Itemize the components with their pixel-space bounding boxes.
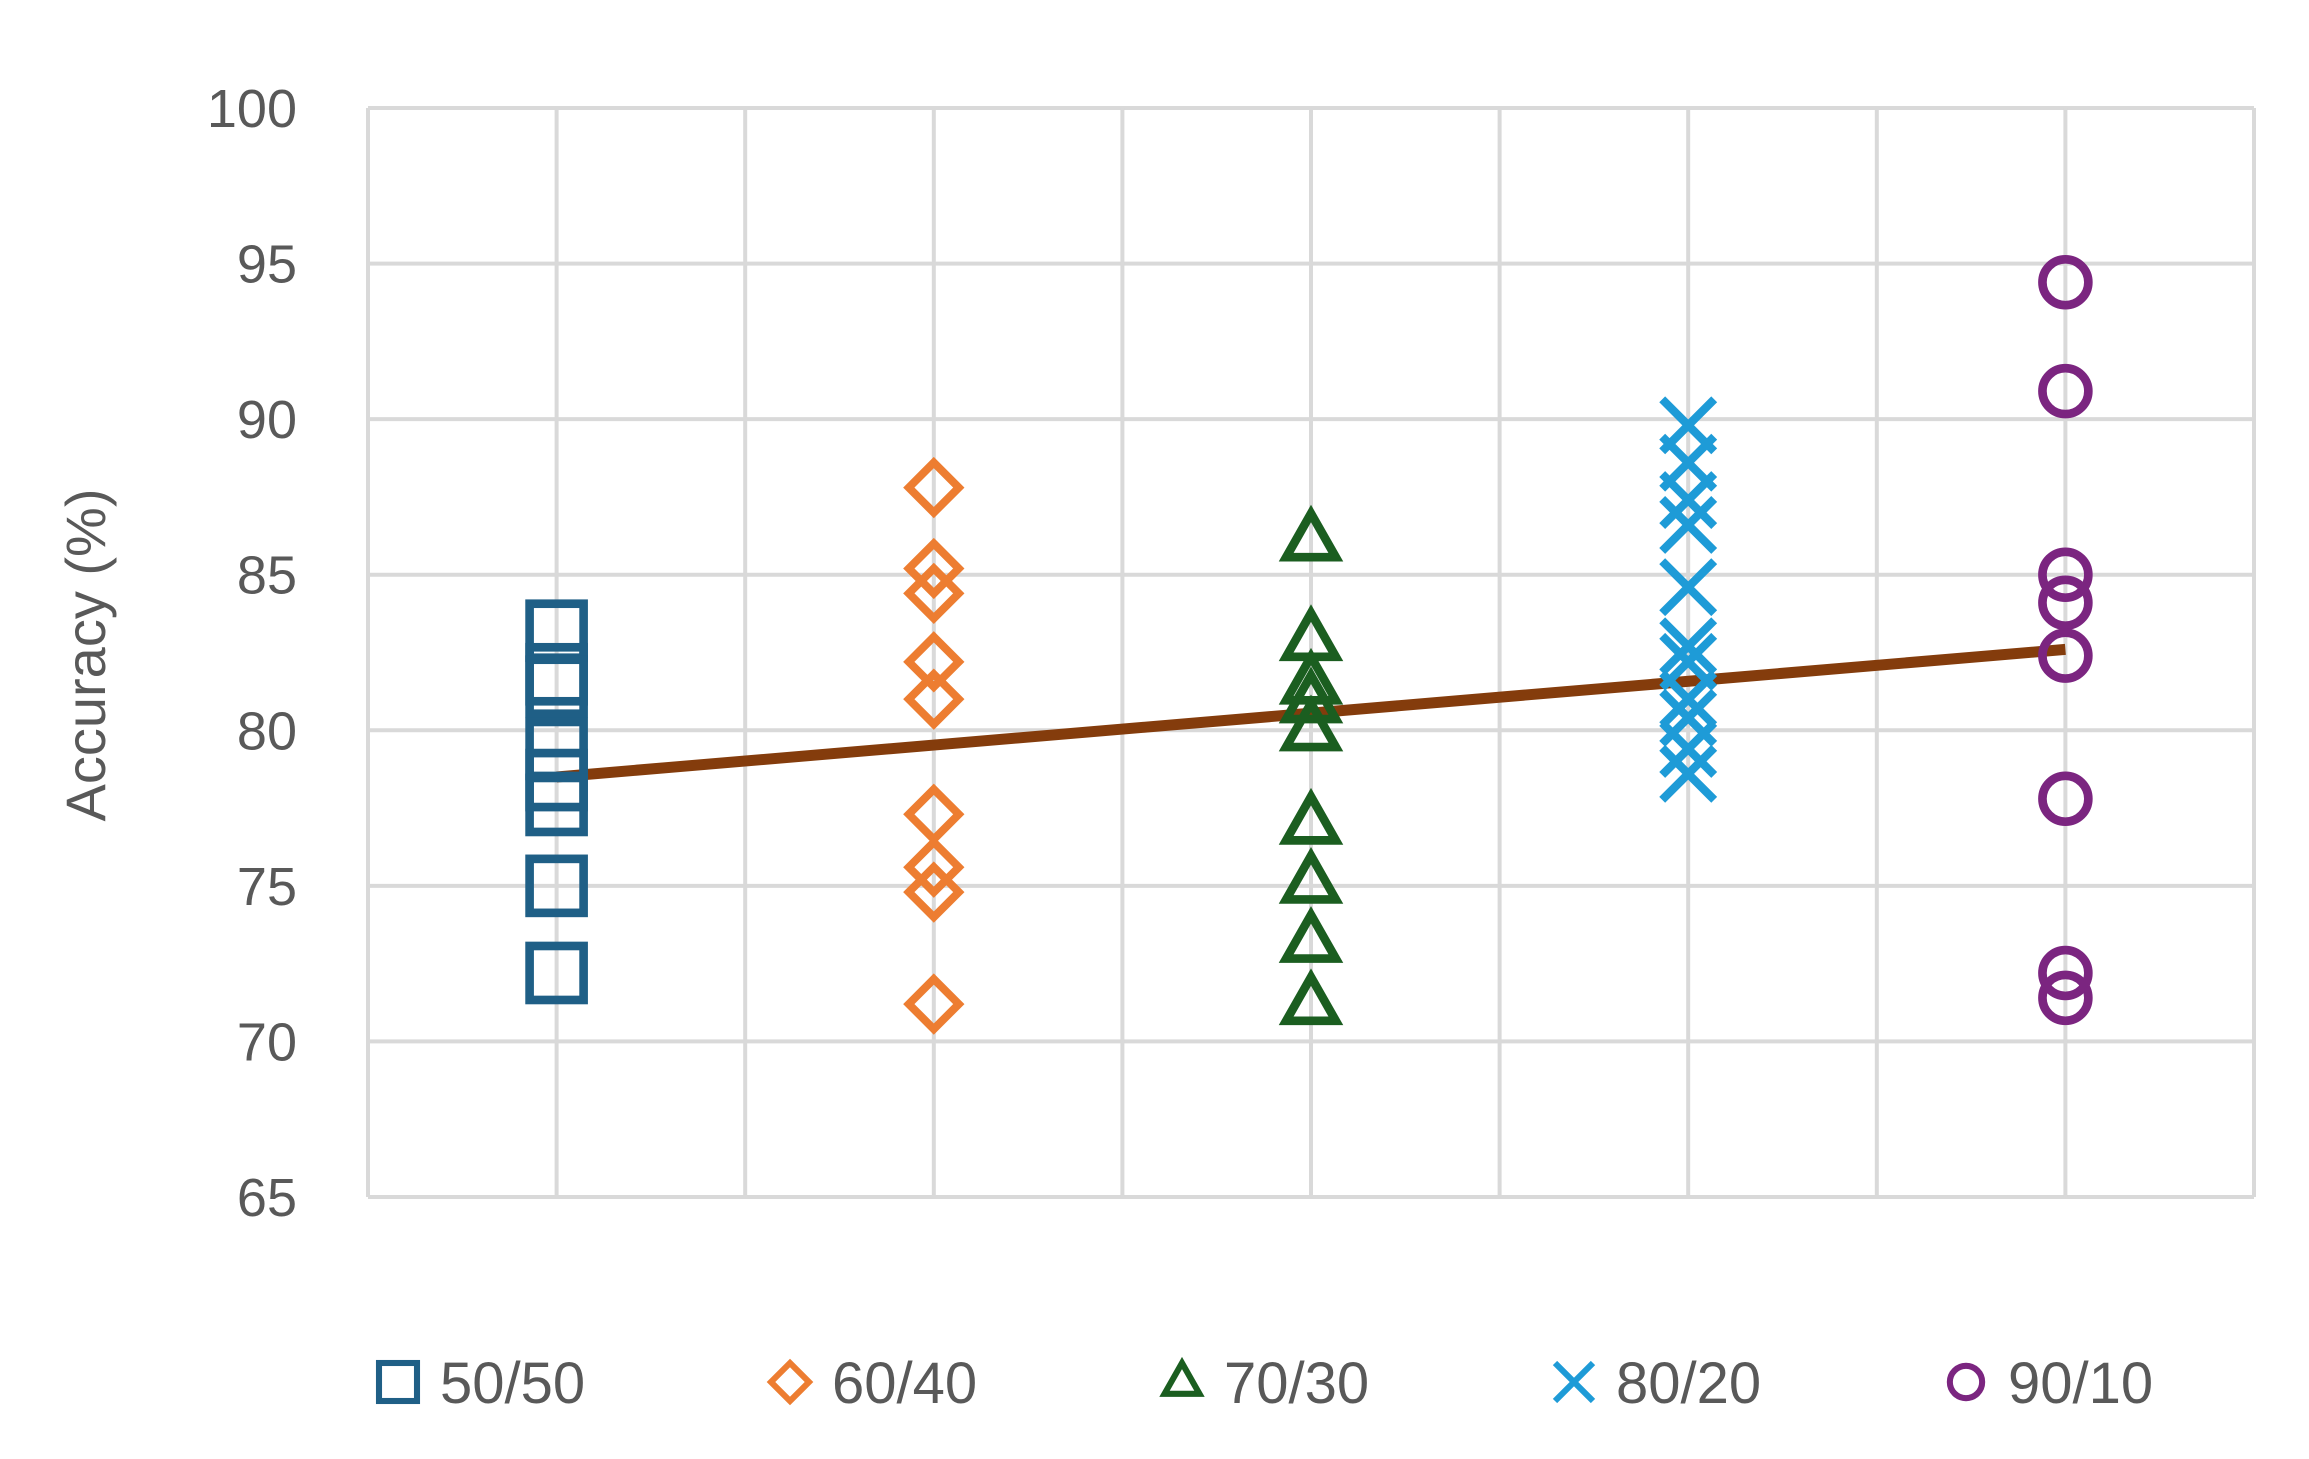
data-point-circle bbox=[2038, 945, 2093, 1001]
data-point-x bbox=[1659, 670, 1718, 729]
legend-item: 50/50 bbox=[375, 1351, 585, 1416]
legend-marker-circle bbox=[1946, 1362, 1986, 1402]
data-point-diamond bbox=[903, 668, 965, 730]
data-point-diamond bbox=[903, 861, 965, 923]
series-80-20 bbox=[1659, 396, 1718, 803]
legend-marker-diamond bbox=[766, 1358, 814, 1406]
data-point-x bbox=[1659, 617, 1718, 676]
data-point-triangle bbox=[1278, 666, 1344, 724]
y-axis-title: Accuracy (%) bbox=[54, 489, 117, 822]
data-point-x bbox=[1659, 744, 1718, 803]
data-point-diamond bbox=[903, 537, 965, 600]
series-60-40 bbox=[903, 456, 965, 1035]
data-point-x bbox=[1659, 471, 1718, 529]
data-point-triangle bbox=[1278, 846, 1344, 904]
data-point-triangle bbox=[1278, 968, 1344, 1026]
data-point-x bbox=[1659, 558, 1718, 617]
data-point-x bbox=[1659, 720, 1718, 778]
data-point-circle bbox=[2038, 547, 2093, 602]
legend-item: 70/30 bbox=[1159, 1351, 1369, 1416]
data-point-square bbox=[525, 773, 588, 837]
series-70-30 bbox=[1278, 504, 1344, 1026]
legend-item: 80/20 bbox=[1552, 1351, 1761, 1416]
data-point-circle bbox=[2038, 628, 2093, 683]
legend-label: 90/10 bbox=[2008, 1351, 2153, 1416]
y-tick-label: 100 bbox=[207, 79, 297, 139]
y-tick-label: 85 bbox=[237, 546, 297, 606]
data-point-circle bbox=[2038, 254, 2093, 310]
markers-layer bbox=[525, 254, 2093, 1035]
y-tick-label: 80 bbox=[237, 701, 297, 761]
legend-item: 60/40 bbox=[766, 1351, 977, 1416]
y-tick-label: 95 bbox=[237, 235, 297, 295]
legend-label: 70/30 bbox=[1224, 1351, 1369, 1416]
series-50-50 bbox=[525, 599, 588, 1005]
data-point-triangle bbox=[1278, 504, 1344, 562]
data-point-square bbox=[525, 854, 588, 918]
y-tick-label: 65 bbox=[237, 1168, 297, 1228]
legend-item: 90/10 bbox=[1946, 1351, 2153, 1416]
data-point-diamond bbox=[903, 631, 965, 693]
y-axis-ticks: 65 70 75 80 85 90 95 100 bbox=[207, 79, 297, 1228]
data-point-circle bbox=[2038, 363, 2093, 419]
data-point-diamond bbox=[903, 973, 965, 1035]
data-point-square bbox=[525, 655, 588, 719]
legend-label: 60/40 bbox=[832, 1351, 977, 1416]
data-point-x bbox=[1659, 495, 1718, 554]
trendline bbox=[556, 643, 2066, 783]
trendline-layer bbox=[556, 643, 2066, 783]
legend: 50/50 60/40 70/30 80/20 90/10 bbox=[375, 1351, 2153, 1416]
data-point-triangle bbox=[1278, 906, 1344, 963]
data-point-triangle bbox=[1278, 694, 1344, 752]
legend-label: 50/50 bbox=[440, 1351, 585, 1416]
data-point-diamond bbox=[903, 562, 965, 625]
legend-marker-triangle bbox=[1159, 1356, 1205, 1397]
y-tick-label: 90 bbox=[237, 390, 297, 450]
data-point-diamond bbox=[903, 456, 965, 519]
y-tick-label: 70 bbox=[237, 1012, 297, 1072]
data-point-circle bbox=[2038, 970, 2093, 1026]
legend-marker-x bbox=[1552, 1360, 1596, 1404]
series-90-10 bbox=[2038, 254, 2093, 1026]
y-tick-label: 75 bbox=[237, 857, 297, 917]
legend-label: 80/20 bbox=[1616, 1351, 1761, 1416]
data-point-triangle bbox=[1278, 787, 1344, 845]
legend-marker-square bbox=[375, 1359, 421, 1405]
data-point-circle bbox=[2038, 575, 2093, 630]
data-point-diamond bbox=[903, 836, 965, 898]
data-point-square bbox=[525, 941, 588, 1005]
data-point-circle bbox=[2038, 771, 2093, 827]
